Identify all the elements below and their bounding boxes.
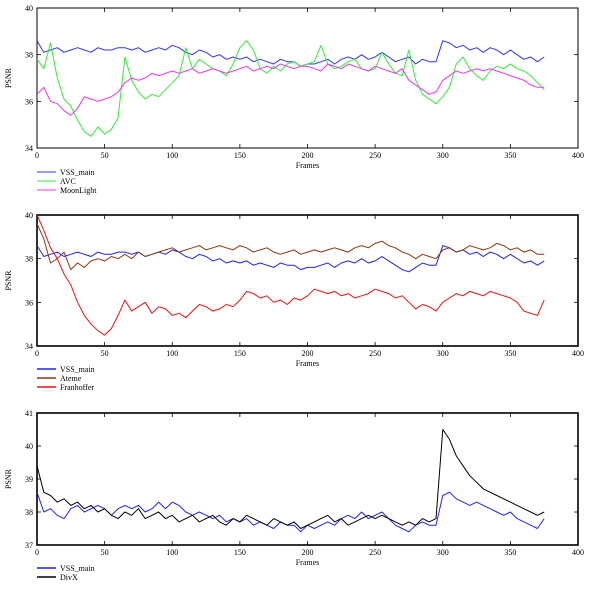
y-tick-label: 38 [25, 51, 33, 60]
y-tick-label: 41 [25, 409, 33, 418]
series-line-vss-main [37, 40, 545, 67]
plot-frame [36, 412, 579, 546]
x-tick-label: 150 [234, 151, 246, 160]
x-tick-label: 0 [35, 151, 39, 160]
y-axis-label: PSNR [4, 270, 13, 291]
series-line-moonlight [37, 63, 545, 116]
legend-label: Franhoffer [60, 383, 94, 392]
x-tick-label: 0 [35, 548, 39, 557]
legend-label: Ateme [60, 374, 82, 383]
x-axis-label: Frames [296, 558, 320, 567]
y-tick-label: 39 [25, 475, 33, 484]
y-tick-label: 34 [25, 144, 33, 153]
x-tick-label: 400 [572, 151, 584, 160]
x-tick-label: 150 [234, 349, 246, 358]
y-tick-label: 37 [25, 541, 33, 550]
plot-frame [36, 214, 579, 347]
series-line-ateme [37, 223, 545, 271]
y-tick-label: 40 [25, 442, 33, 451]
x-tick-label: 350 [504, 548, 516, 557]
y-tick-label: 36 [25, 97, 33, 106]
legend-label: VSS_main [60, 168, 95, 177]
x-tick-label: 50 [101, 548, 109, 557]
x-tick-label: 200 [302, 548, 314, 557]
series-line-franhoffer [37, 215, 545, 336]
series-line-vss-main [37, 491, 545, 533]
x-tick-label: 300 [437, 548, 449, 557]
x-axis-label: Frames [296, 359, 320, 368]
y-tick-label: 34 [25, 342, 33, 351]
legend-label: VSS_main [60, 564, 95, 573]
legend-label: MoonLight [60, 186, 97, 195]
legend-label: VSS_main [60, 365, 95, 374]
x-tick-label: 350 [504, 349, 516, 358]
y-tick-label: 36 [25, 298, 33, 307]
plot-frame [36, 7, 579, 149]
chart-panel-3: 37 38 39 40 41 0 50 100 150 200 250 300 350 400 Frames… [4, 409, 584, 582]
x-axis-label: Frames [296, 161, 320, 170]
series-line-divx [37, 429, 545, 529]
x-tick-label: 50 [101, 349, 109, 358]
x-tick-label: 100 [166, 151, 178, 160]
x-tick-label: 400 [572, 349, 584, 358]
y-tick-label: 38 [25, 255, 33, 264]
x-tick-label: 50 [101, 151, 109, 160]
y-tick-label: 38 [25, 508, 33, 517]
x-tick-label: 250 [369, 349, 381, 358]
x-tick-label: 100 [166, 548, 178, 557]
x-tick-label: 400 [572, 548, 584, 557]
y-tick-label: 40 [25, 4, 33, 13]
x-tick-label: 150 [234, 548, 246, 557]
x-tick-label: 100 [166, 349, 178, 358]
legend-label: AVC [60, 177, 76, 186]
x-tick-label: 350 [504, 151, 516, 160]
y-axis-label: PSNR [4, 67, 13, 88]
x-tick-label: 200 [302, 151, 314, 160]
y-axis-label: PSNR [4, 468, 13, 489]
x-tick-label: 250 [369, 548, 381, 557]
x-tick-label: 200 [302, 349, 314, 358]
legend-label: DivX [60, 573, 78, 582]
x-tick-label: 300 [437, 151, 449, 160]
x-tick-label: 0 [35, 349, 39, 358]
y-tick-label: 40 [25, 211, 33, 220]
x-tick-label: 300 [437, 349, 449, 358]
x-tick-label: 250 [369, 151, 381, 160]
